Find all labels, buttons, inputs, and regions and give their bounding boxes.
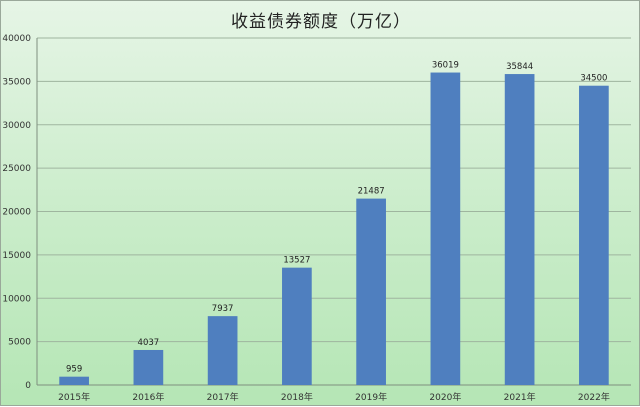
data-label: 21487 xyxy=(358,187,385,197)
y-tick-label: 0 xyxy=(25,381,31,391)
y-tick-label: 30000 xyxy=(2,121,31,131)
data-label: 7937 xyxy=(212,304,234,314)
x-tick-label: 2022年 xyxy=(578,391,610,403)
data-label: 34500 xyxy=(580,74,607,84)
data-label: 959 xyxy=(66,365,82,375)
data-label: 13527 xyxy=(283,256,310,266)
bar xyxy=(356,198,386,385)
y-tick-label: 35000 xyxy=(2,77,31,87)
x-tick-label: 2017年 xyxy=(207,391,239,403)
bar xyxy=(207,316,238,385)
y-tick-label: 10000 xyxy=(2,294,31,304)
data-label: 4037 xyxy=(138,338,160,348)
y-tick-label: 40000 xyxy=(2,34,31,44)
bar xyxy=(133,349,164,385)
x-tick-label: 2020年 xyxy=(429,391,461,403)
x-tick-label: 2018年 xyxy=(281,391,313,403)
data-label: 35844 xyxy=(506,62,533,72)
y-tick-label: 20000 xyxy=(2,208,31,218)
chart-title: 收益债券额度（万亿） xyxy=(231,12,411,32)
data-label: 36019 xyxy=(432,61,459,71)
y-tick-label: 25000 xyxy=(2,164,31,174)
y-tick-label: 15000 xyxy=(2,251,31,261)
x-tick-label: 2016年 xyxy=(132,391,164,403)
y-tick-label: 5000 xyxy=(8,338,31,348)
bar xyxy=(59,376,89,385)
bar xyxy=(430,72,461,386)
x-tick-label: 2015年 xyxy=(58,391,90,403)
bar xyxy=(282,267,312,385)
x-tick-label: 2021年 xyxy=(504,391,536,403)
bar xyxy=(579,85,609,386)
bar xyxy=(504,74,535,386)
x-tick-label: 2019年 xyxy=(355,391,387,403)
